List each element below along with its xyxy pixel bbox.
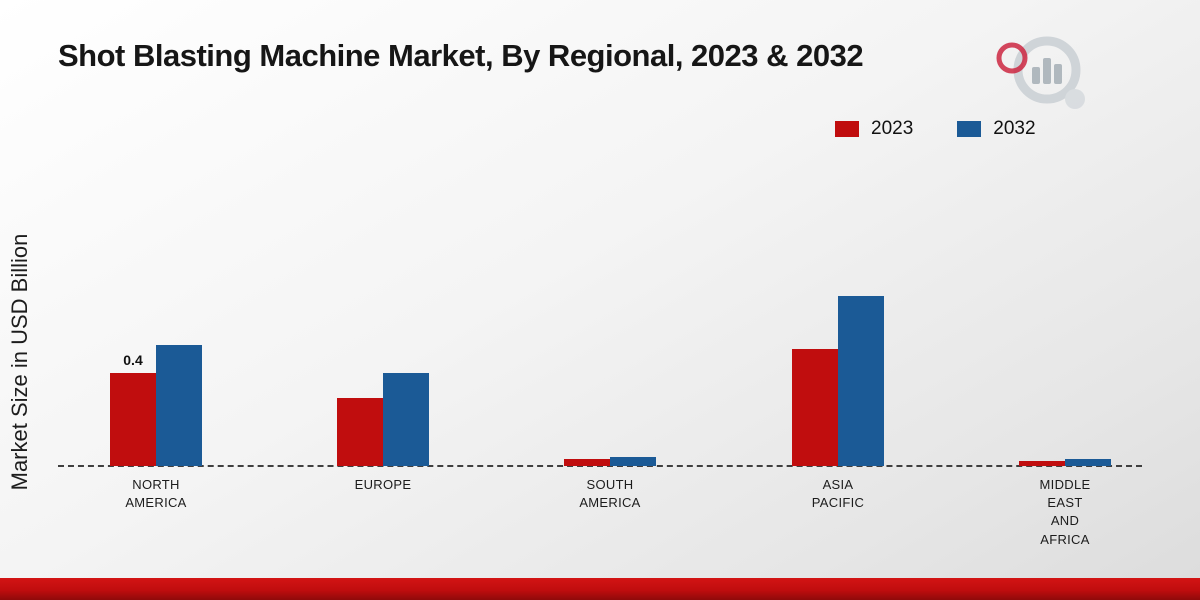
brand-logo xyxy=(996,36,1085,109)
bar-2032-category-0 xyxy=(156,345,202,466)
category-label-0: NORTH AMERICA xyxy=(125,477,187,511)
bar-2032-category-2 xyxy=(610,457,656,466)
legend: 2023 2032 xyxy=(835,118,1036,140)
logo-bar-icon xyxy=(1032,67,1040,84)
x-axis-baseline xyxy=(58,465,1142,467)
bar-2032-category-3 xyxy=(838,296,884,466)
legend-swatch-2032-icon xyxy=(957,121,982,137)
bar-2023-category-0 xyxy=(110,373,156,466)
logo-handle-icon xyxy=(1065,89,1085,109)
category-label-4: MIDDLE EAST AND AFRICA xyxy=(1039,477,1091,547)
legend-label-2023: 2023 xyxy=(871,118,914,139)
bar-value-label: 0.4 xyxy=(123,352,143,368)
legend-swatch-2023-icon xyxy=(835,121,859,137)
bar-2032-category-4 xyxy=(1065,459,1111,466)
legend-label-2032: 2032 xyxy=(993,118,1036,139)
logo-bar-icon xyxy=(1054,64,1062,84)
bar-2023-category-2 xyxy=(564,459,610,466)
chart-title: Shot Blasting Machine Market, By Regiona… xyxy=(58,38,864,73)
category-label-3: ASIA PACIFIC xyxy=(811,477,865,511)
logo-red-ring-icon xyxy=(996,42,1028,74)
category-label-2: SOUTH AMERICA xyxy=(579,477,641,511)
logo-bar-icon xyxy=(1043,58,1051,84)
bar-2032-category-1 xyxy=(383,373,429,466)
bar-2023-category-3 xyxy=(792,349,838,466)
category-label-1: EUROPE xyxy=(354,477,412,492)
bar-2023-category-1 xyxy=(337,398,383,466)
bar-2023-category-4 xyxy=(1019,461,1065,466)
bottom-ribbon xyxy=(0,578,1200,600)
